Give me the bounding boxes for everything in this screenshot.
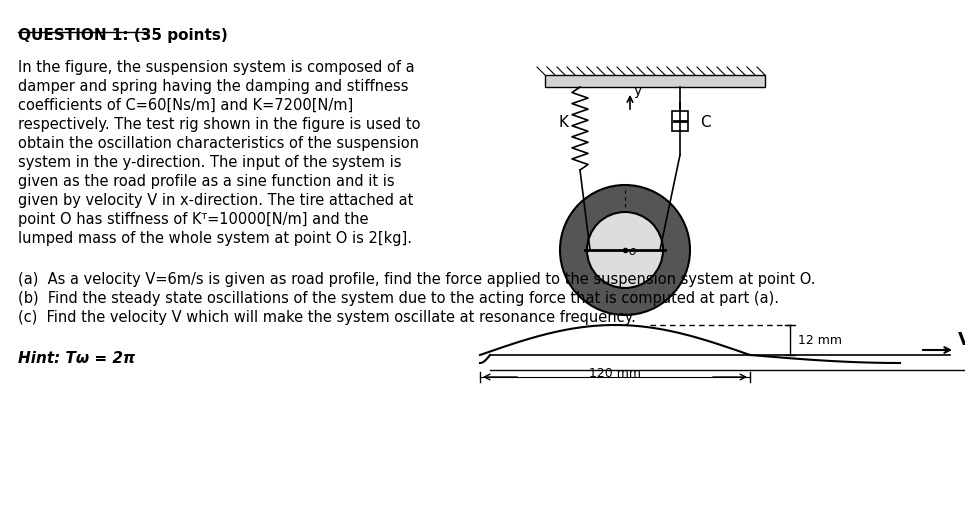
Text: QUESTION 1: (35 points): QUESTION 1: (35 points) <box>18 28 228 43</box>
Text: Hint: Tω = 2π: Hint: Tω = 2π <box>18 351 135 366</box>
Circle shape <box>587 212 663 288</box>
Text: 12 mm: 12 mm <box>798 334 842 346</box>
Text: system in the y-direction. The input of the system is: system in the y-direction. The input of … <box>18 155 401 170</box>
Text: (c)  Find the velocity V which will make the system oscillate at resonance frequ: (c) Find the velocity V which will make … <box>18 310 636 325</box>
Bar <box>672 111 688 131</box>
Text: C: C <box>700 114 710 129</box>
Text: 120 mm: 120 mm <box>589 367 641 380</box>
Text: coefficients of C=60[Ns/m] and K=7200[N/m]: coefficients of C=60[Ns/m] and K=7200[N/… <box>18 98 353 113</box>
Text: y: y <box>634 84 643 98</box>
Text: given as the road profile as a sine function and it is: given as the road profile as a sine func… <box>18 174 395 189</box>
Text: damper and spring having the damping and stiffness: damper and spring having the damping and… <box>18 79 408 94</box>
Text: o: o <box>628 245 636 258</box>
Text: respectively. The test rig shown in the figure is used to: respectively. The test rig shown in the … <box>18 117 421 132</box>
Text: lumped mass of the whole system at point O is 2[kg].: lumped mass of the whole system at point… <box>18 231 412 246</box>
Text: point O has stiffness of Kᵀ=10000[N/m] and the: point O has stiffness of Kᵀ=10000[N/m] a… <box>18 212 369 227</box>
Text: obtain the oscillation characteristics of the suspension: obtain the oscillation characteristics o… <box>18 136 419 151</box>
Text: K: K <box>558 114 568 129</box>
Text: given by velocity V in x-direction. The tire attached at: given by velocity V in x-direction. The … <box>18 193 413 208</box>
Text: In the figure, the suspension system is composed of a: In the figure, the suspension system is … <box>18 60 415 75</box>
Text: (a)  As a velocity V=6m/s is given as road profile, find the force applied to th: (a) As a velocity V=6m/s is given as roa… <box>18 272 815 287</box>
Text: (b)  Find the steady state oscillations of the system due to the acting force th: (b) Find the steady state oscillations o… <box>18 291 779 306</box>
Text: V: V <box>958 331 965 349</box>
Circle shape <box>560 185 690 315</box>
Bar <box>545 75 765 87</box>
